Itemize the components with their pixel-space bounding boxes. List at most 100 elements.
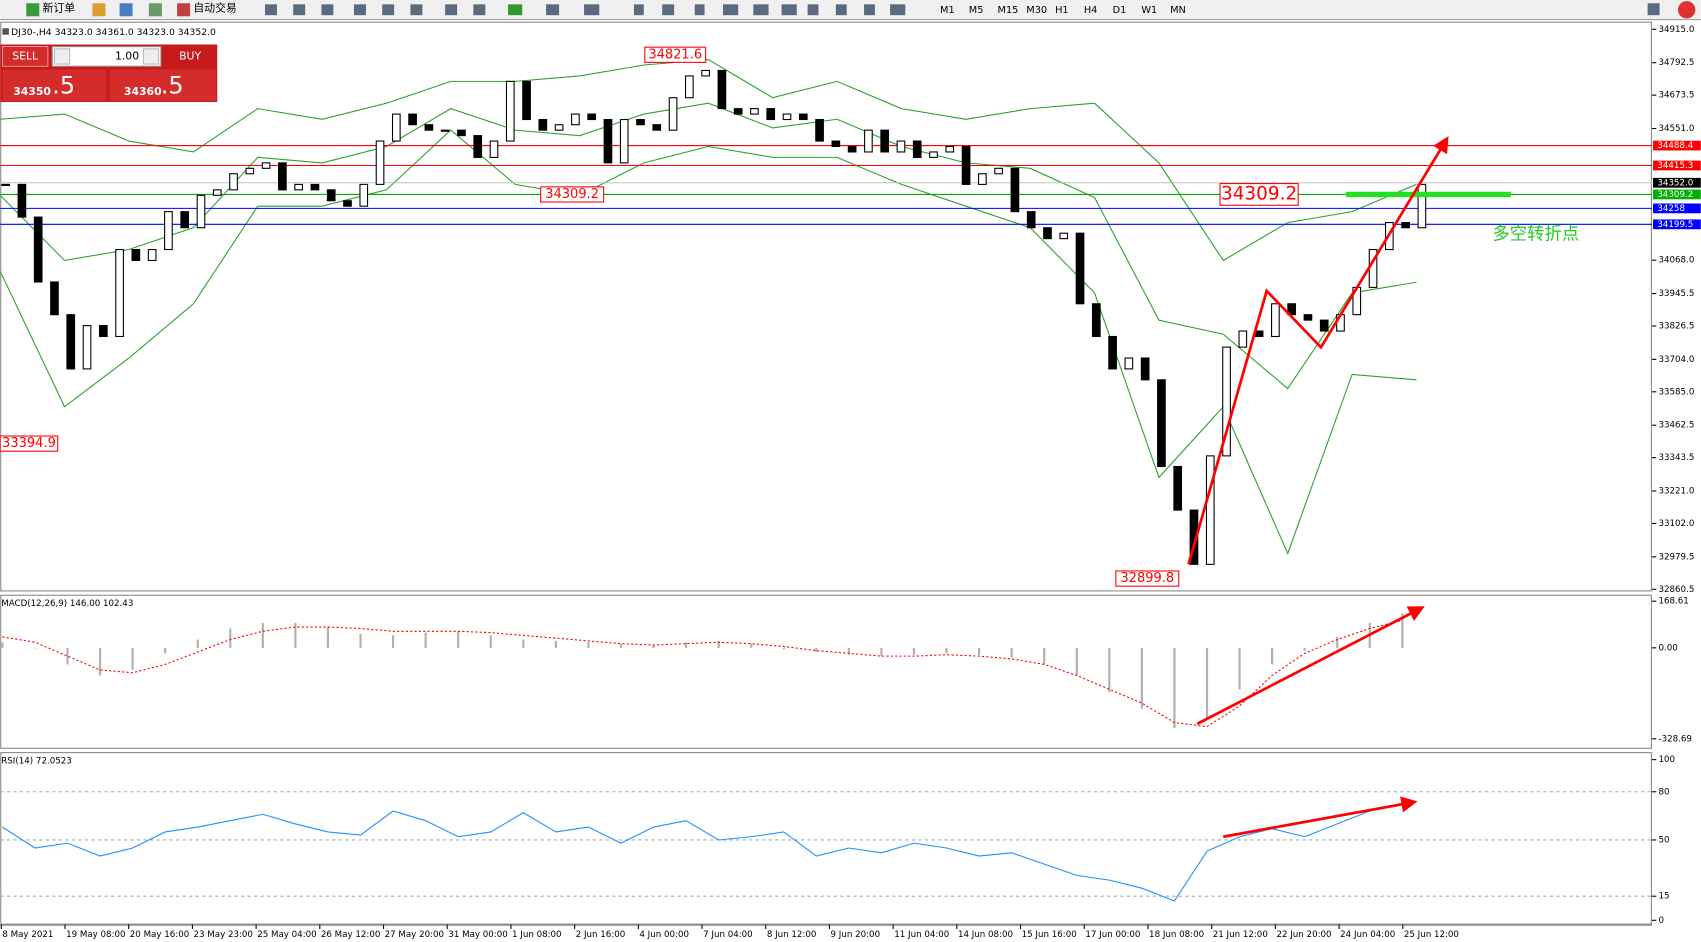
level-label: 34488.4 bbox=[1657, 141, 1693, 151]
candle bbox=[180, 211, 190, 229]
auto-trading-button[interactable]: 自动交易 bbox=[193, 1, 236, 15]
bid-price[interactable]: 34350 bbox=[13, 85, 51, 98]
candle bbox=[668, 97, 678, 131]
macd-bar bbox=[782, 647, 785, 650]
candle bbox=[929, 151, 938, 158]
candle bbox=[359, 183, 369, 207]
candle bbox=[1140, 357, 1150, 381]
candle bbox=[978, 173, 987, 185]
high-label: 34821.6 bbox=[648, 47, 702, 62]
candle bbox=[880, 129, 890, 153]
candle bbox=[896, 140, 906, 153]
macd-bar bbox=[522, 639, 525, 648]
toolbar-icons[interactable] bbox=[265, 3, 1660, 16]
current-price-tag bbox=[1653, 177, 1701, 188]
new-order-button[interactable]: 新订单 bbox=[43, 1, 76, 15]
timeframe-button[interactable]: MN bbox=[1170, 5, 1186, 16]
macd-bar bbox=[880, 647, 883, 657]
macd-bar bbox=[391, 635, 395, 648]
level-label: 34415.3 bbox=[1657, 161, 1693, 171]
timeframe-button[interactable]: H4 bbox=[1084, 5, 1098, 16]
candle bbox=[831, 140, 841, 148]
candle bbox=[619, 118, 629, 164]
candle bbox=[1059, 232, 1069, 240]
timeframe-button[interactable]: M30 bbox=[1026, 5, 1047, 16]
lot-input[interactable] bbox=[51, 46, 162, 67]
ask-pips[interactable]: .5 bbox=[161, 71, 184, 99]
rsi-line bbox=[2, 804, 1403, 902]
candle bbox=[945, 145, 955, 153]
timeframe-button[interactable]: W1 bbox=[1141, 5, 1157, 16]
candle bbox=[1043, 227, 1052, 240]
bollinger-upper bbox=[0, 59, 1417, 262]
level-tag bbox=[1653, 219, 1701, 230]
candle bbox=[164, 211, 173, 251]
tool-icon[interactable] bbox=[92, 3, 106, 17]
macd-title: MACD(12,26,9) 146.00 102.43 bbox=[1, 599, 133, 609]
x-tick-label: 27 May 20:00 bbox=[385, 930, 444, 940]
sell-label[interactable]: SELL bbox=[12, 49, 38, 62]
bid-box[interactable] bbox=[2, 69, 107, 101]
candle bbox=[196, 194, 206, 229]
candle bbox=[733, 108, 743, 115]
y-tick-label: 33102.0 bbox=[1658, 519, 1694, 529]
candle bbox=[408, 113, 417, 126]
macd-bar bbox=[1401, 613, 1404, 648]
x-tick-label: 21 Jun 12:00 bbox=[1213, 930, 1268, 940]
macd-bar bbox=[457, 631, 460, 648]
x-tick-label: 17 Jun 00:00 bbox=[1085, 930, 1140, 940]
y-tick-label: 33585.0 bbox=[1658, 387, 1694, 397]
tool-icon[interactable] bbox=[148, 3, 162, 17]
macd-panel bbox=[0, 594, 1652, 749]
macd-bar bbox=[131, 647, 134, 670]
macd-bar bbox=[945, 647, 948, 654]
one-click-trading: SELL 1.00 BUY 34350 .5 34360 .5 bbox=[0, 44, 218, 103]
y-tick-label: 80 bbox=[1658, 787, 1669, 797]
macd-bar bbox=[1140, 647, 1143, 709]
x-tick-label: 26 May 12:00 bbox=[321, 930, 380, 940]
bid-pips[interactable]: .5 bbox=[52, 71, 75, 99]
candle bbox=[1091, 303, 1101, 338]
macd-bar bbox=[164, 647, 167, 654]
candle bbox=[1303, 314, 1313, 321]
macd-arrow bbox=[1196, 606, 1425, 726]
candle bbox=[473, 135, 483, 158]
new-order-icon[interactable] bbox=[26, 3, 40, 17]
macd-bar bbox=[33, 647, 37, 649]
current-price-label: 34352.0 bbox=[1657, 178, 1693, 188]
tool-icon[interactable] bbox=[119, 3, 133, 17]
lot-down[interactable] bbox=[53, 48, 71, 65]
ask-price[interactable]: 34360 bbox=[124, 85, 162, 98]
y-tick-label: 33704.0 bbox=[1658, 355, 1694, 365]
timeframe-button[interactable]: M5 bbox=[969, 5, 984, 16]
candle bbox=[131, 248, 141, 261]
timeframe-button[interactable]: M1 bbox=[940, 5, 955, 16]
level-tag bbox=[1653, 203, 1701, 214]
candle bbox=[684, 75, 694, 99]
candle bbox=[326, 189, 336, 202]
timeframe-button[interactable]: H1 bbox=[1055, 5, 1069, 16]
sell-button[interactable] bbox=[2, 46, 49, 67]
candle bbox=[1271, 303, 1280, 338]
candle bbox=[750, 108, 759, 115]
alert-badge[interactable] bbox=[1678, 1, 1696, 19]
symbol-icon bbox=[2, 28, 9, 35]
timeframe-button[interactable]: M15 bbox=[998, 5, 1019, 16]
macd-bar bbox=[652, 645, 655, 648]
candle bbox=[554, 124, 564, 131]
candle bbox=[912, 140, 922, 158]
lot-up[interactable] bbox=[142, 48, 160, 65]
candle bbox=[1026, 211, 1036, 229]
macd-signal bbox=[2, 619, 1403, 728]
macd-bar bbox=[1043, 647, 1046, 665]
candle bbox=[82, 325, 92, 370]
buy-label[interactable]: BUY bbox=[179, 49, 201, 62]
candle bbox=[229, 173, 238, 191]
ask-box[interactable] bbox=[109, 69, 217, 101]
lot-value[interactable]: 1.00 bbox=[115, 49, 139, 62]
timeframe-button[interactable]: D1 bbox=[1113, 5, 1127, 16]
y-tick-label: 33343.5 bbox=[1658, 453, 1694, 463]
auto-trading-icon[interactable] bbox=[177, 3, 191, 17]
macd-bar bbox=[1271, 647, 1274, 665]
